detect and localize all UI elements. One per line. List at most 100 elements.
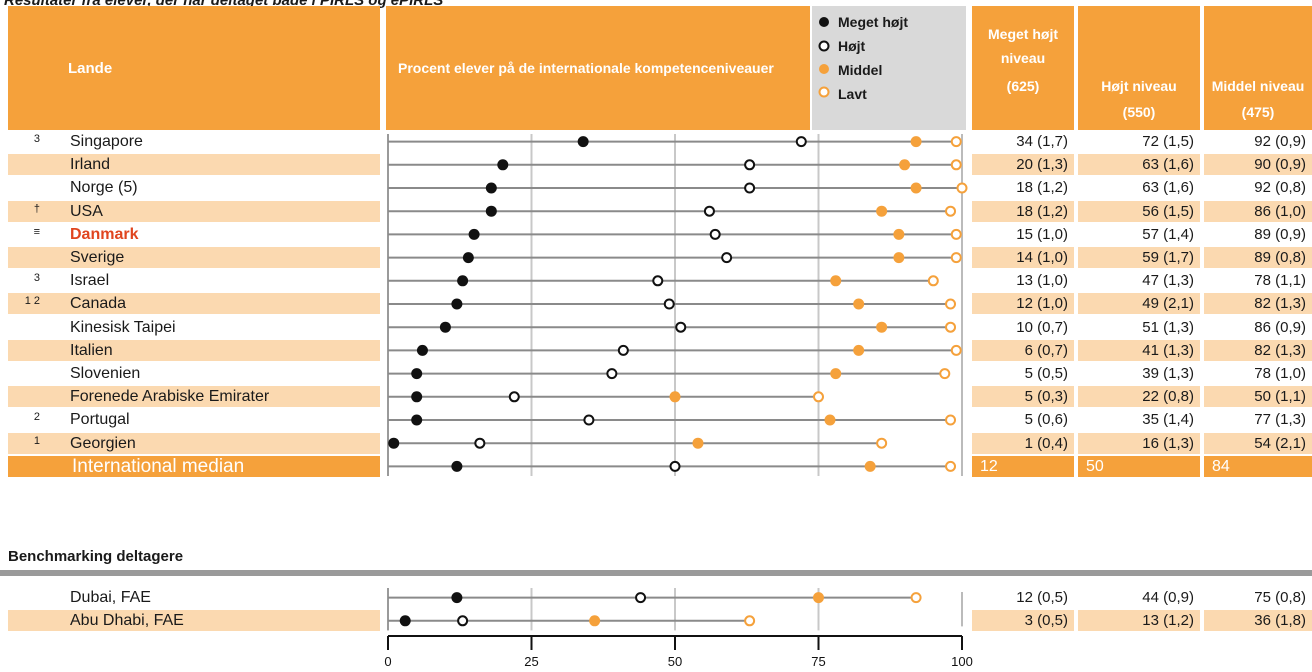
- cell-meget-hojt: 12 (0,5): [1016, 589, 1068, 606]
- cell-middel: 54 (2,1): [1254, 434, 1306, 452]
- point-lavt: [876, 437, 888, 449]
- point-hojt: [635, 592, 647, 604]
- point-hojt: [652, 275, 664, 287]
- table-row: Italien 6 (0,7) 41 (1,3) 82 (1,3): [0, 339, 1312, 362]
- point-middel: [910, 182, 922, 194]
- country-name: Israel: [70, 272, 110, 290]
- point-lavt: [927, 275, 939, 287]
- point-meget-hojt: [577, 136, 589, 148]
- cell-hojt: 41 (1,3): [1142, 341, 1194, 359]
- legend-box: Meget højt Højt Middel Lavt: [812, 6, 966, 130]
- header-lande-box: Lande: [8, 6, 380, 130]
- row-shade: [1078, 386, 1200, 408]
- cell-meget-hojt: 5 (0,5): [1024, 365, 1068, 382]
- row-shade: [972, 386, 1074, 408]
- point-meget-hojt: [457, 275, 469, 287]
- country-name: Danmark: [70, 225, 139, 243]
- row-shade: [972, 339, 1074, 361]
- row-shade: [1078, 339, 1200, 361]
- point-middel: [830, 275, 842, 287]
- cell-middel: 92 (0,8): [1254, 179, 1306, 197]
- row-shade: [8, 200, 380, 222]
- row-shade: [972, 154, 1074, 176]
- point-meget-hojt: [388, 437, 400, 449]
- point-middel: [899, 159, 911, 171]
- cell-hojt: 72 (1,5): [1142, 133, 1194, 150]
- cell-middel: 86 (1,0): [1254, 202, 1306, 220]
- table-row: Norge (5) 18 (1,2) 63 (1,6) 92 (0,8): [0, 176, 1312, 199]
- cell-meget-hojt: 6 (0,7): [1024, 341, 1068, 359]
- point-meget-hojt: [462, 252, 474, 264]
- point-middel: [830, 368, 842, 380]
- row-shade: [1204, 154, 1312, 176]
- cell-meget-hojt: 34 (1,7): [1016, 133, 1068, 150]
- cell-hojt: 44 (0,9): [1142, 589, 1194, 606]
- table-row: Forenede Arabiske Emirater 5 (0,3) 22 (0,8…: [0, 385, 1312, 408]
- footnote-marker: 1 2: [24, 295, 40, 308]
- point-lavt: [813, 391, 824, 403]
- point-meget-hojt: [451, 592, 463, 604]
- x-tick-label: 50: [668, 654, 682, 669]
- cell-meget-hojt: 13 (1,0): [1016, 272, 1068, 290]
- country-name: USA: [70, 202, 103, 220]
- row-shade: [1204, 610, 1312, 632]
- point-lavt: [950, 252, 962, 264]
- cell-hojt: 56 (1,5): [1142, 202, 1194, 220]
- row-shade: [1078, 293, 1200, 315]
- footnote-marker: 3: [33, 133, 40, 145]
- legend-marker-middel: [819, 64, 829, 74]
- point-middel: [893, 252, 905, 264]
- legend-meget-hojt: Meget højt: [838, 14, 908, 30]
- country-name: Norge (5): [70, 179, 138, 197]
- point-hojt: [721, 252, 733, 264]
- country-name: Slovenien: [70, 365, 141, 382]
- header-col1: Meget højt niveau (625): [972, 6, 1074, 130]
- table-row: 3 Singapore 34 (1,7) 72 (1,5) 92 (0,9): [0, 130, 1312, 153]
- benchmark-row: Dubai, FAE 12 (0,5) 44 (0,9) 75 (0,8): [0, 586, 1312, 609]
- point-meget-hojt: [497, 159, 509, 171]
- cell-middel: 92 (0,9): [1254, 133, 1306, 150]
- table-row: Kinesisk Taipei 10 (0,7) 51 (1,3) 86 (0,9): [0, 316, 1312, 339]
- cell-meget-hojt: 5 (0,6): [1024, 411, 1068, 429]
- x-tick-label: 25: [524, 654, 538, 669]
- point-hojt: [583, 414, 595, 426]
- point-lavt: [950, 344, 962, 356]
- header-col3: Middel niveau (475): [1204, 6, 1312, 130]
- col3-line1: Middel niveau: [1211, 78, 1305, 94]
- point-middel: [864, 460, 876, 472]
- cell-middel: 90 (0,9): [1254, 156, 1306, 174]
- cell-hojt: 63 (1,6): [1142, 156, 1194, 174]
- point-meget-hojt: [451, 460, 463, 472]
- cell-meget-hojt: 10 (0,7): [1016, 318, 1068, 336]
- row-shade: [1204, 200, 1312, 222]
- row-shade: [8, 432, 380, 454]
- legend-middel: Middel: [838, 62, 883, 78]
- row-shade: [8, 455, 380, 477]
- point-hojt: [617, 344, 629, 356]
- row-shade: [1204, 247, 1312, 268]
- table-row: 1 Georgien 1 (0,4) 16 (1,3) 54 (2,1): [0, 432, 1312, 455]
- row-shade: [8, 339, 380, 361]
- table-row: Sverige 14 (1,0) 59 (1,7) 89 (0,8): [0, 246, 1312, 269]
- point-middel: [669, 391, 681, 403]
- col1-line2: niveau: [1000, 50, 1046, 66]
- cell-middel: 50 (1,1): [1254, 388, 1306, 406]
- point-meget-hojt: [411, 368, 423, 380]
- cell-meget-hojt: 18 (1,2): [1016, 202, 1068, 220]
- col1-line3: (625): [1006, 78, 1040, 94]
- cell-middel: 77 (1,3): [1254, 411, 1306, 429]
- point-hojt: [703, 205, 715, 217]
- point-middel: [876, 321, 888, 333]
- row-shade: [1078, 154, 1200, 176]
- point-meget-hojt: [399, 615, 411, 627]
- cell-middel: 89 (0,9): [1254, 225, 1306, 243]
- row-shade: [972, 293, 1074, 315]
- row-shade: [972, 432, 1074, 454]
- point-lavt: [950, 228, 962, 240]
- legend-lavt: Lavt: [838, 86, 867, 102]
- row-shade: [1204, 432, 1312, 454]
- table-row: † USA 18 (1,2) 56 (1,5) 86 (1,0): [0, 200, 1312, 223]
- row-shade: [1078, 200, 1200, 222]
- row-shade: [972, 247, 1074, 268]
- point-lavt: [945, 205, 957, 217]
